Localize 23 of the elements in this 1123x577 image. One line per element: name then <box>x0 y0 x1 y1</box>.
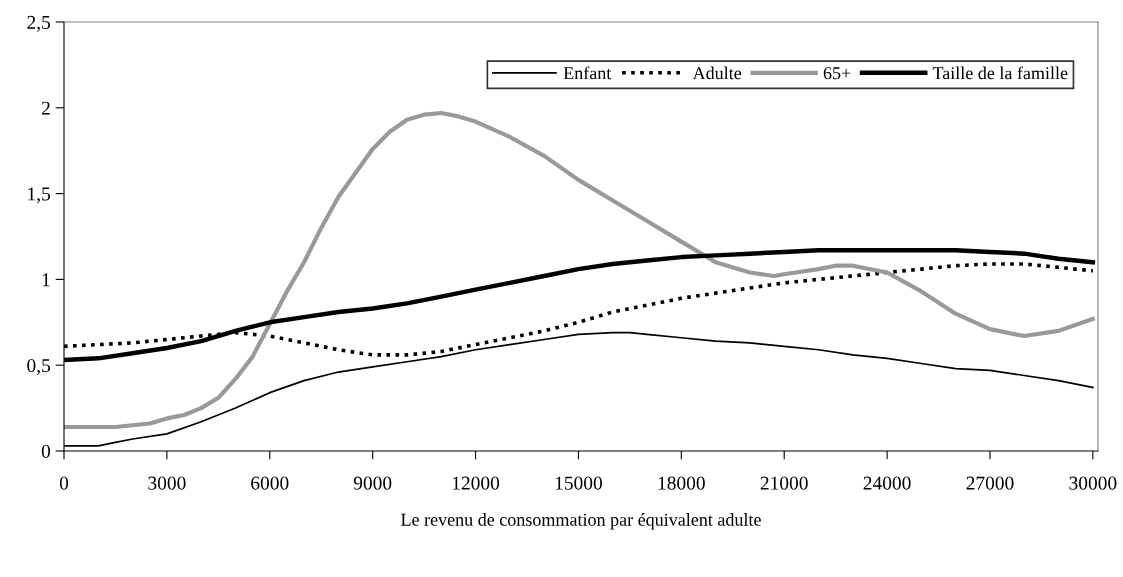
x-tick-label: 21000 <box>760 476 808 490</box>
legend-label: 65+ <box>823 67 851 80</box>
y-tick-label: 0,5 <box>27 359 51 375</box>
x-tick-label: 30000 <box>1069 476 1117 490</box>
x-tick-label: 6000 <box>251 476 289 490</box>
x-tick-label: 24000 <box>863 476 911 490</box>
x-tick-label: 18000 <box>658 476 705 490</box>
x-tick-label: 12000 <box>452 476 500 490</box>
x-axis-title: Le revenu de consommation par équivalent adulte <box>401 513 761 530</box>
line-series <box>64 110 1095 430</box>
legend-label: Adulte <box>692 66 742 80</box>
x-tick-label: 3000 <box>148 476 186 490</box>
y-tick-label: 1 <box>42 273 50 287</box>
y-tick-label: 1,5 <box>28 187 51 204</box>
x-tick-label: 0 <box>59 476 69 490</box>
legend-label: Taille de la famille <box>932 66 1068 80</box>
x-tick-label: 15000 <box>555 476 602 490</box>
y-tick-label: 2,5 <box>27 15 51 32</box>
legend-label: Enfant <box>563 66 612 80</box>
x-tick-label: 27000 <box>966 476 1014 490</box>
y-tick-label: 2 <box>41 101 50 115</box>
y-tick-label: 0 <box>41 444 51 458</box>
x-tick-label: 9000 <box>353 476 392 490</box>
